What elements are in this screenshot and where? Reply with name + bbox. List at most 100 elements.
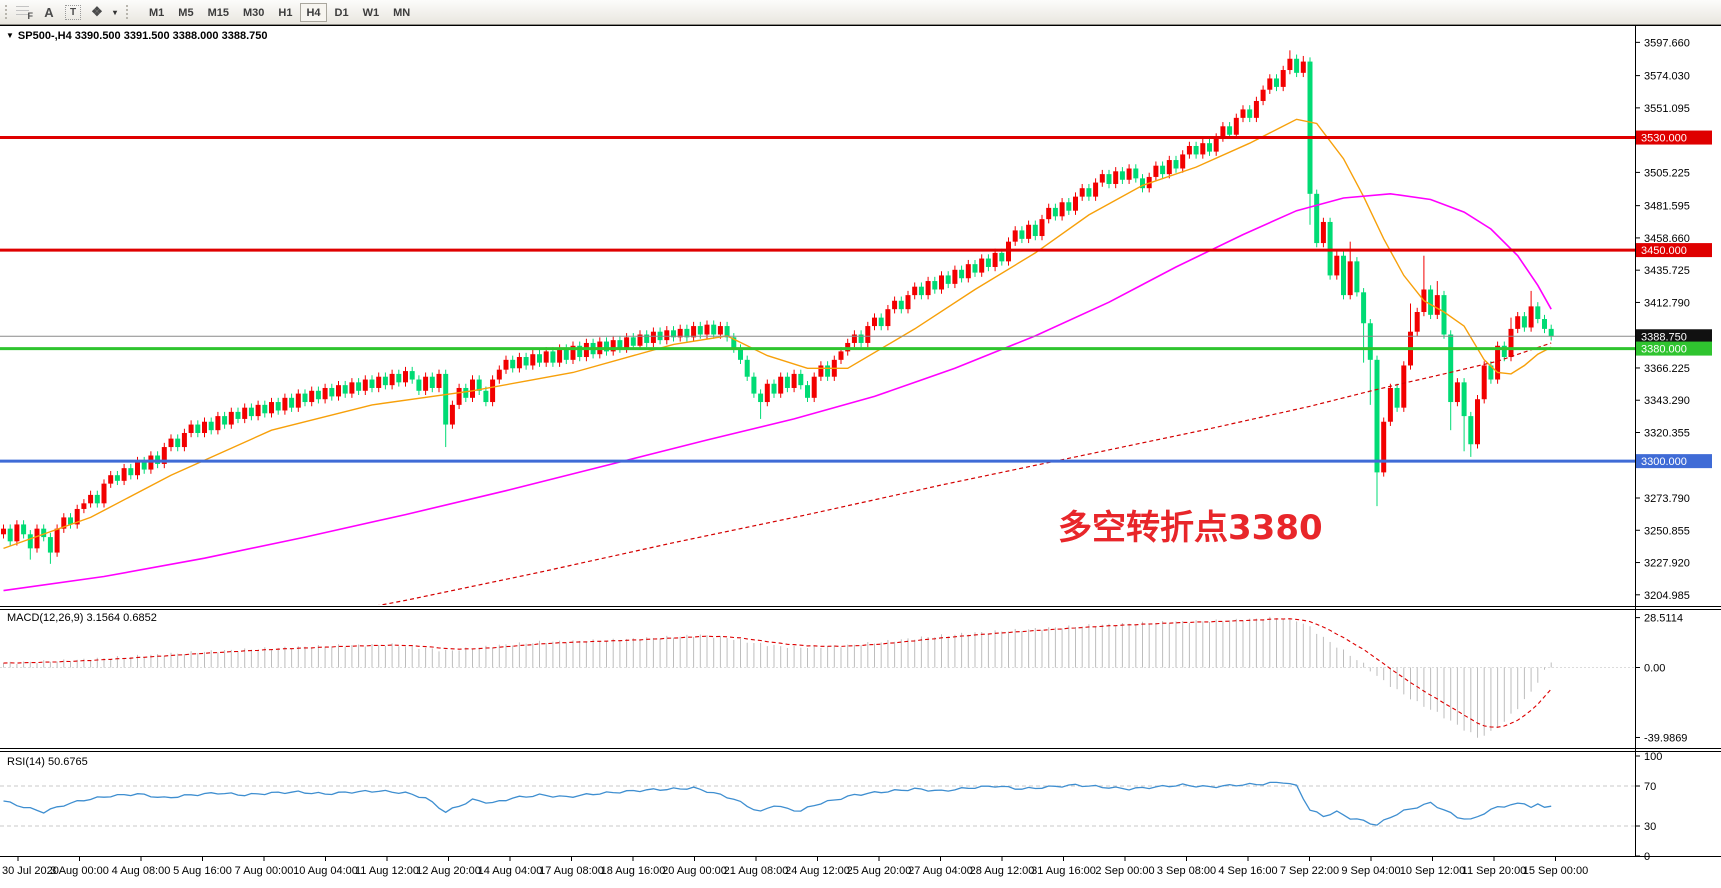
candle-body [503, 359, 509, 370]
candle-body [7, 528, 13, 542]
price-badge [1636, 329, 1712, 344]
candle-body [516, 357, 522, 369]
date-tick-label: 9 Sep 04:00 [1341, 865, 1400, 877]
candle-body [1334, 255, 1340, 276]
candle-body [905, 295, 911, 310]
candle-body [409, 371, 415, 380]
candle-body [141, 461, 147, 470]
symbol-ohlc-header: ▼ SP500-,H4 3390.500 3391.500 3388.000 33… [6, 30, 267, 42]
candle-body [751, 376, 757, 394]
period-button-M1[interactable]: M1 [149, 6, 165, 19]
rsi-axis-label: 70 [1644, 781, 1656, 793]
candle-body [1247, 109, 1253, 118]
price-tick-label: 3458.660 [1644, 233, 1690, 245]
candle-body [818, 365, 824, 377]
candle-body [1032, 224, 1038, 237]
candle-body [289, 397, 295, 408]
macd-pane [0, 616, 1635, 738]
chart-text-annotation[interactable]: 多空转折点3380 [1058, 508, 1323, 548]
text-label-tool-icon[interactable]: A [44, 4, 54, 20]
candle-body [496, 369, 502, 380]
candle-body [1354, 261, 1360, 293]
period-button-H4[interactable]: H4 [300, 2, 327, 22]
candle-body [1542, 319, 1547, 329]
candle-body [704, 324, 710, 335]
date-tick-label: 3 Aug 00:00 [50, 865, 109, 877]
candle-body [644, 334, 650, 343]
candle-body [677, 328, 683, 338]
candle-body [336, 385, 341, 397]
candle-body [295, 393, 301, 408]
candle-body [1481, 365, 1487, 400]
candle-body [1073, 196, 1078, 211]
candle-body [825, 365, 831, 377]
candle-body [476, 379, 482, 391]
timeframe-toolbar: M1 M5 M15 M30 H1 H4 D1 W1 MN [142, 0, 417, 25]
candle-body [1253, 100, 1259, 118]
fibonacci-tool-icon[interactable]: F [14, 2, 36, 22]
candle-body [1347, 261, 1353, 296]
candle-body [550, 351, 556, 363]
text-tool-icon[interactable]: T [65, 4, 81, 20]
period-button-H1[interactable]: H1 [278, 6, 293, 19]
candle-body [965, 264, 971, 279]
date-tick-label: 12 Aug 20:00 [416, 865, 481, 877]
candle-body [423, 376, 429, 391]
toolbar-drag-handle[interactable] [4, 3, 9, 21]
candle-body [1046, 207, 1052, 220]
candle-body [604, 341, 609, 352]
date-tick-label: 11 Sep 20:00 [1462, 865, 1527, 877]
price-badge [1636, 341, 1712, 356]
candle-body [952, 269, 958, 284]
period-button-M30[interactable]: M30 [242, 6, 265, 19]
candle-body [1160, 165, 1166, 175]
candle-body [463, 387, 469, 398]
date-tick-label: 24 Aug 12:00 [785, 865, 850, 877]
candle-body [872, 317, 877, 327]
period-button-MN[interactable]: MN [393, 6, 411, 19]
candle-body [1341, 255, 1346, 296]
candle-body [1240, 109, 1246, 118]
candle-body [108, 475, 114, 484]
candle-body [858, 334, 864, 343]
price-badge-label: 3388.750 [1641, 331, 1687, 343]
price-badge-label: 3300.000 [1641, 456, 1687, 468]
candle-body [925, 281, 931, 296]
candle-body [1233, 117, 1239, 135]
candle-body [1220, 126, 1226, 138]
candle-body [235, 411, 241, 419]
period-button-M15[interactable]: M15 [207, 6, 229, 19]
candle-body [269, 402, 274, 414]
candle-body [1227, 126, 1233, 135]
candle-body [1521, 316, 1527, 328]
arrows-tool-icon[interactable]: ❖ [91, 4, 103, 19]
candle-body [1314, 193, 1320, 244]
candle-body [128, 468, 134, 476]
period-button-M5[interactable]: M5 [178, 6, 194, 19]
candle-body [54, 528, 60, 553]
candle-body [838, 351, 844, 360]
candle-body [470, 379, 475, 398]
candle-body [885, 309, 891, 327]
chart-collapse-icon[interactable]: ▼ [6, 31, 14, 40]
candle-body [791, 373, 797, 388]
arrows-dropdown-caret-icon[interactable]: ▾ [112, 7, 117, 17]
period-button-D1[interactable]: D1 [334, 6, 349, 19]
candlestick-series [1, 50, 1554, 605]
candle-body [483, 390, 489, 403]
candle-body [202, 421, 207, 433]
date-tick-label: 17 Aug 08:00 [539, 865, 604, 877]
periods-toolbar-drag-handle[interactable] [125, 3, 130, 21]
candle-body [771, 383, 777, 394]
candle-body [610, 340, 616, 352]
candle-body [456, 387, 462, 405]
candle-body [248, 407, 254, 417]
candle-body [1294, 58, 1300, 73]
candle-body [1213, 137, 1219, 152]
date-tick-label: 15 Sep 00:00 [1523, 865, 1588, 877]
candle-body [1026, 224, 1032, 239]
candle-body [1093, 182, 1099, 197]
candle-body [1475, 399, 1480, 445]
period-button-W1[interactable]: W1 [362, 6, 380, 19]
